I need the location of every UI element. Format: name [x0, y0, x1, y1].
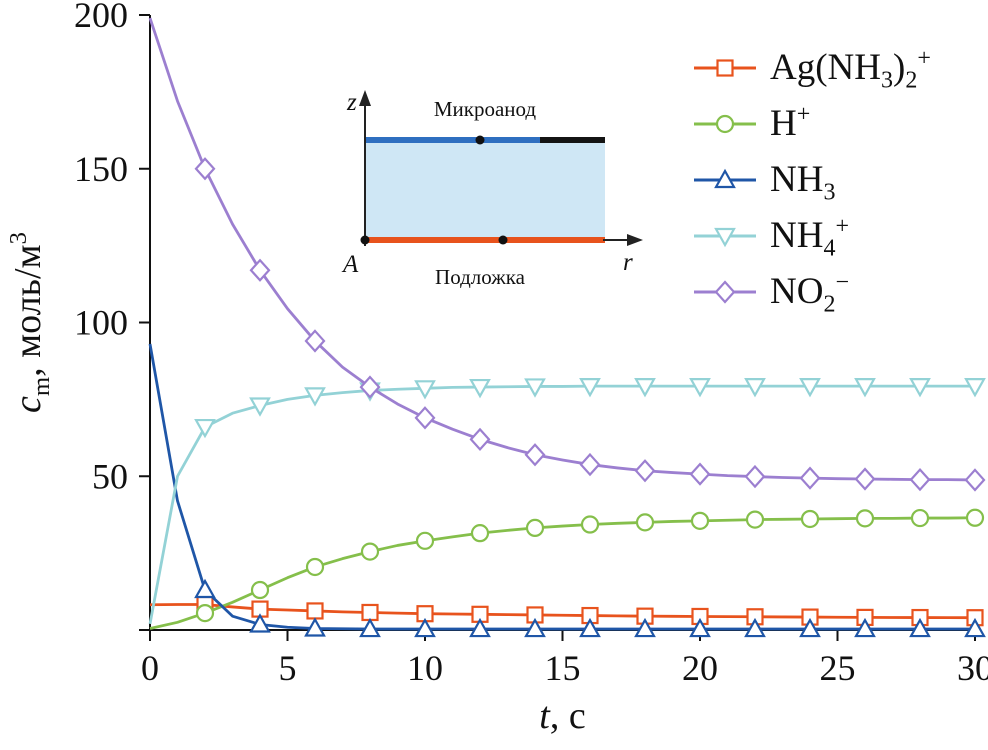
inset-substrate-label: Подложка: [435, 265, 526, 289]
inset-substrate-dot: [498, 235, 508, 245]
y-tick-label: 200: [74, 0, 128, 35]
legend-swatch-ag-nh3-2: [694, 58, 756, 77]
legend-entry-nh4-plus: NH4+: [692, 212, 931, 262]
x-tick-label: 20: [682, 648, 718, 688]
x-tick-label: 30: [957, 648, 988, 688]
legend: Ag(NH3)2+ H+ NH3 NH4+ NO2−: [692, 44, 931, 318]
x-axis-label: t, с: [539, 695, 585, 737]
x-tick-label: 10: [407, 648, 443, 688]
inset-microanode-label: Микроанод: [434, 97, 537, 121]
legend-entry-h-plus: H+: [692, 100, 931, 147]
legend-swatch-h-plus: [694, 114, 756, 133]
inset-r-label: r: [623, 249, 633, 276]
series-line-no2-minus: [148, 17, 976, 482]
inset-r-arrowhead: [627, 234, 643, 246]
inset-z-arrowhead: [359, 90, 371, 106]
y-tick-label: 50: [92, 456, 128, 496]
inset-svg: z r A Микроанод Подложка: [341, 89, 643, 289]
series-line-nh3: [148, 343, 975, 631]
legend-label-h-plus: H+: [770, 101, 811, 144]
inset-point-a-label: A: [341, 251, 359, 278]
y-axis-label: cm, моль/м3: [5, 232, 55, 413]
x-tick-label: 0: [141, 648, 159, 688]
series-line-ag-nh3-2: [149, 603, 976, 620]
legend-swatch-no2-minus: [694, 279, 756, 304]
inset-diagram: z r A Микроанод Подложка: [335, 78, 645, 308]
legend-label-ag-nh3-2: Ag(NH3)2+: [770, 45, 931, 94]
series-markers-h-plus: [195, 508, 985, 623]
inset-anode-dot: [475, 135, 485, 145]
legend-entry-ag-nh3-2: Ag(NH3)2+: [692, 44, 931, 94]
legend-entry-no2-minus: NO2−: [692, 268, 931, 318]
x-tick-label: 5: [279, 648, 297, 688]
series-line-nh4-plus: [148, 384, 975, 625]
legend-label-nh3: NH3: [770, 159, 836, 206]
series-markers-nh3: [194, 578, 986, 638]
x-tick-label: 25: [820, 648, 856, 688]
inset-cell-region: [365, 140, 605, 240]
series-line-h-plus: [149, 516, 976, 630]
series-markers-no2-minus: [194, 157, 986, 492]
legend-entry-nh3: NH3: [692, 156, 931, 206]
legend-swatch-nh3: [694, 168, 756, 188]
inset-point-a-dot: [360, 235, 370, 245]
y-tick-label: 150: [74, 149, 128, 189]
x-tick-label: 15: [545, 648, 581, 688]
legend-label-no2-minus: NO2−: [770, 269, 849, 318]
inset-z-label: z: [346, 89, 357, 116]
y-tick-label: 100: [74, 303, 128, 343]
series-markers-nh4-plus: [194, 378, 986, 439]
series-markers-ag-nh3-2: [196, 595, 984, 627]
legend-swatch-nh4-plus: [694, 227, 756, 247]
legend-label-nh4-plus: NH4+: [770, 213, 849, 262]
